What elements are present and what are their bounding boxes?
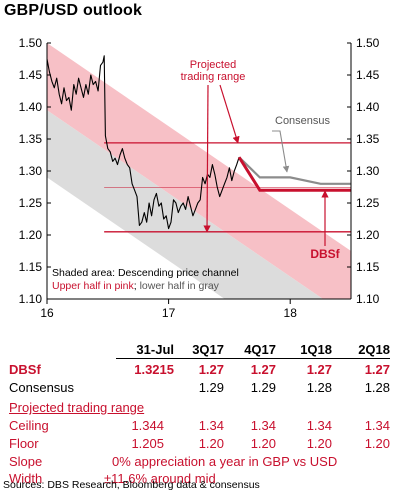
floor-31jul: 1.205: [131, 436, 164, 451]
spot-series-line: [47, 55, 240, 230]
shaded-area-note: Shaded area: Descending price channel: [52, 267, 239, 279]
y-tick-label-left: 1.50: [19, 36, 43, 50]
ceiling-2q18: 1.34: [364, 418, 390, 433]
consensus-1q18: 1.28: [306, 380, 332, 395]
y-tick-label-right: 1.15: [356, 260, 380, 274]
consensus-arrow: [272, 130, 290, 173]
floor-1q18: 1.20: [306, 436, 332, 451]
floor-row-label: Floor: [9, 436, 39, 451]
x-tick-label: 16: [40, 306, 54, 320]
y-tick-label-right: 1.45: [356, 68, 380, 82]
consensus-row-label: Consensus: [9, 380, 75, 395]
projected-range-arrow-ceiling: [219, 84, 240, 144]
projected-range-annotation: Projected trading range: [181, 59, 246, 83]
floor-4q17: 1.20: [250, 436, 276, 451]
y-tick-label-right: 1.30: [356, 164, 380, 178]
y-tick-label-left: 1.30: [19, 164, 43, 178]
floor-3q17: 1.20: [198, 436, 224, 451]
col-header-2q18: 2Q18: [358, 342, 390, 357]
floor-2q18: 1.20: [364, 436, 390, 451]
channel-upper-band: [47, 43, 351, 299]
width-text: ±11.6% around mid: [104, 471, 216, 486]
header-rule: [116, 358, 390, 359]
dbsf-31jul: 1.3215: [134, 362, 174, 377]
projected-range-arrow-floor: [203, 84, 211, 233]
dbsf-3q17: 1.27: [198, 362, 224, 377]
gray-note: lower half in gray: [140, 280, 220, 292]
slope-row-label: Slope: [9, 454, 43, 469]
col-header-31jul: 31-Jul: [136, 342, 174, 357]
y-tick-label-left: 1.10: [19, 292, 43, 306]
ceiling-1q18: 1.34: [306, 418, 332, 433]
y-tick-label-right: 1.25: [356, 196, 380, 210]
y-tick-label-left: 1.45: [19, 68, 43, 82]
ceiling-row-label: Ceiling: [9, 418, 49, 433]
col-header-3q17: 3Q17: [192, 342, 224, 357]
dbsf-2q18: 1.27: [364, 362, 390, 377]
consensus-2q18: 1.28: [364, 380, 390, 395]
consensus-4q17: 1.29: [250, 380, 276, 395]
dbsf-row-label: DBSf: [9, 362, 41, 377]
y-tick-label-left: 1.25: [19, 196, 43, 210]
y-tick-label-left: 1.20: [19, 228, 43, 242]
gbpusd-chart: 1.50 1.45 1.40 1.35 1.30 1.25 1.20 1.15 1.10 1.50…: [19, 36, 380, 320]
col-header-1q18: 1Q18: [300, 342, 332, 357]
consensus-forecast-line: [238, 156, 351, 185]
y-tick-label-right: 1.10: [356, 292, 380, 306]
ceiling-3q17: 1.34: [198, 418, 224, 433]
y-tick-label-left: 1.15: [19, 260, 43, 274]
consensus-annotation: Consensus: [275, 115, 331, 127]
channel-lower-band: [47, 110, 323, 299]
ceiling-4q17: 1.34: [250, 418, 276, 433]
page-title: GBP/USD outlook: [4, 2, 143, 19]
consensus-3q17: 1.29: [198, 380, 224, 395]
slope-text: 0% appreciation a year in GBP vs USD: [112, 454, 338, 469]
y-tick-label-right: 1.20: [356, 228, 380, 242]
col-header-4q17: 4Q17: [244, 342, 276, 357]
width-row-label: Width: [9, 471, 43, 486]
sources-note: Sources: DBS Research, Bloomberg data & …: [3, 479, 260, 491]
x-tick-label: 18: [284, 306, 298, 320]
y-tick-label-left: 1.35: [19, 132, 43, 146]
dbsf-forecast-line: [237, 156, 351, 192]
dbsf-annotation: DBSf: [310, 247, 340, 261]
band-colors-note: Upper half in pink; lower half in gray: [52, 280, 220, 292]
annotation-line-2: trading range: [181, 71, 246, 83]
y-tick-label-right: 1.50: [356, 36, 380, 50]
note-separator: ;: [134, 280, 140, 292]
dbsf-1q18: 1.27: [306, 362, 332, 377]
pink-note: Upper half in pink: [52, 280, 134, 292]
y-tick-label-right: 1.40: [356, 100, 380, 114]
y-tick-label-right: 1.35: [356, 132, 380, 146]
range-section-title: Projected trading range: [9, 400, 145, 415]
y-tick-label-left: 1.40: [19, 100, 43, 114]
ceiling-31jul: 1.344: [131, 418, 164, 433]
dbsf-4q17: 1.27: [250, 362, 276, 377]
x-tick-label: 17: [162, 306, 176, 320]
annotation-line-1: Projected: [190, 59, 236, 71]
